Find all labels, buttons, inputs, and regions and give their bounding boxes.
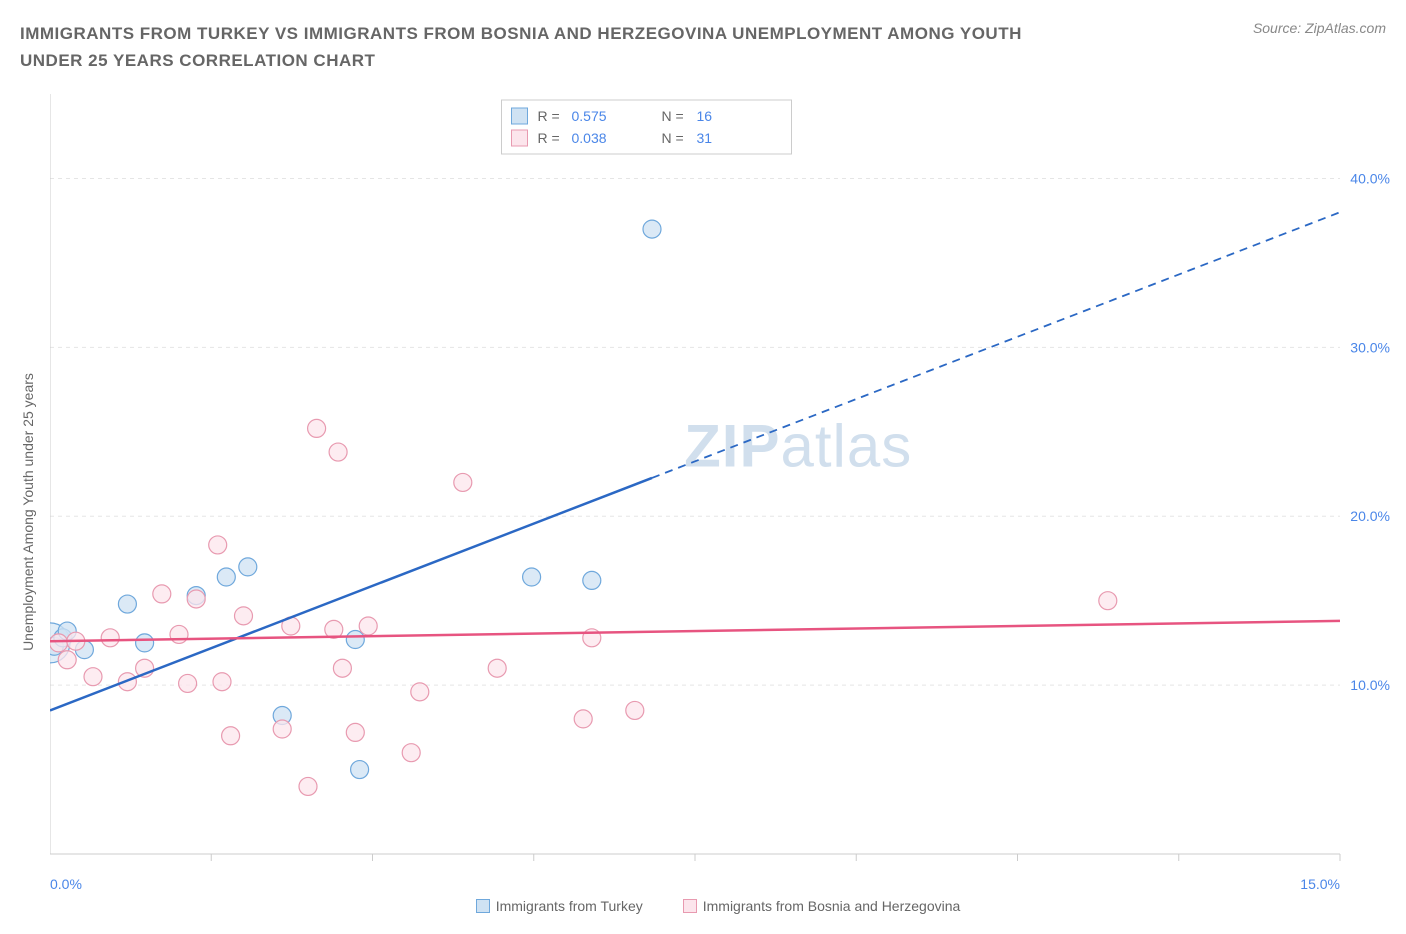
- scatter-chart: 10.0% 20.0% 30.0% 40.0% ZIPatlas R = 0.575 N = 1…: [50, 94, 1400, 874]
- svg-text:R =: R =: [538, 108, 560, 124]
- svg-text:20.0%: 20.0%: [1350, 509, 1390, 525]
- svg-text:10.0%: 10.0%: [1350, 677, 1390, 693]
- x-min-label: 0.0%: [50, 876, 82, 892]
- svg-text:16: 16: [697, 108, 713, 124]
- svg-text:N =: N =: [662, 130, 684, 146]
- legend-bottom: Immigrants from Turkey Immigrants from B…: [50, 898, 1386, 914]
- swatch-icon: [683, 899, 697, 913]
- svg-text:0.038: 0.038: [572, 130, 607, 146]
- svg-text:30.0%: 30.0%: [1350, 340, 1390, 356]
- x-max-label: 15.0%: [1300, 876, 1340, 892]
- svg-text:31: 31: [697, 130, 713, 146]
- source-label: Source: ZipAtlas.com: [1253, 20, 1386, 36]
- x-axis-labels: 0.0% 15.0%: [50, 876, 1340, 892]
- legend-label: Immigrants from Bosnia and Herzegovina: [703, 898, 961, 914]
- swatch-icon: [476, 899, 490, 913]
- legend-item-turkey: Immigrants from Turkey: [476, 898, 643, 914]
- legend-item-bosnia: Immigrants from Bosnia and Herzegovina: [683, 898, 961, 914]
- svg-text:N =: N =: [662, 108, 684, 124]
- legend-label: Immigrants from Turkey: [496, 898, 643, 914]
- chart-title: IMMIGRANTS FROM TURKEY VS IMMIGRANTS FRO…: [20, 20, 1070, 74]
- svg-text:40.0%: 40.0%: [1350, 171, 1390, 187]
- svg-text:R =: R =: [538, 130, 560, 146]
- svg-text:ZIPatlas: ZIPatlas: [684, 413, 912, 480]
- y-axis-label: Unemployment Among Youth under 25 years: [20, 373, 36, 651]
- svg-text:0.575: 0.575: [572, 108, 607, 124]
